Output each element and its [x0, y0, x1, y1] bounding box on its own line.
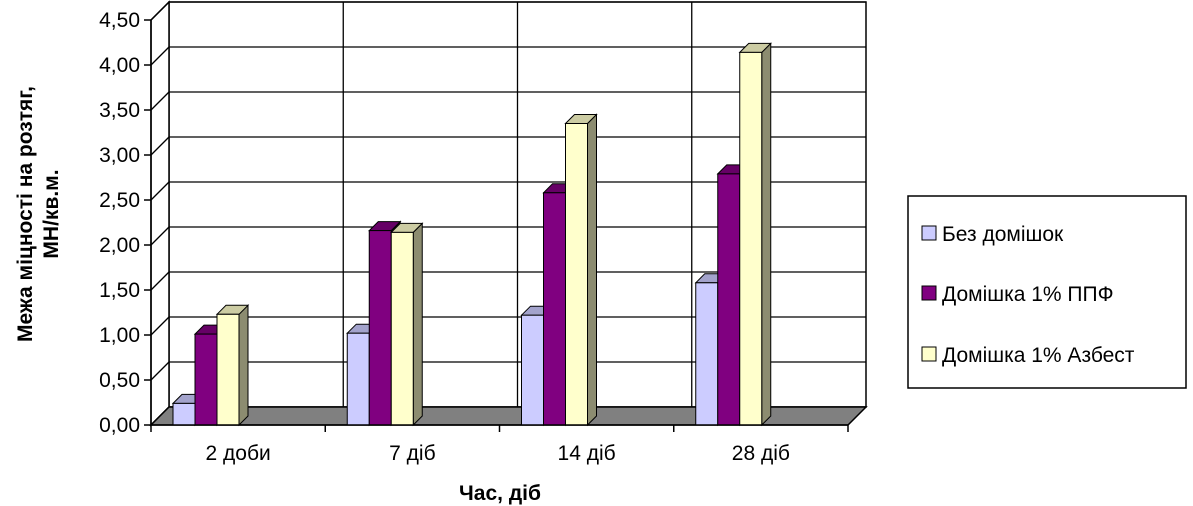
bar-front — [695, 282, 719, 426]
side-wall — [150, 0, 170, 427]
y-tick-label: 2,50 — [99, 189, 140, 212]
legend-label: Домішка 1% ППФ — [942, 283, 1114, 306]
bar-front — [172, 402, 196, 426]
bar-front — [565, 123, 588, 426]
legend-swatch — [921, 346, 937, 362]
y-tick-label: 1,50 — [99, 279, 140, 302]
bar-front — [346, 332, 370, 426]
y-tick-label: 4,00 — [99, 54, 140, 77]
bar — [215, 304, 250, 427]
bar-front — [717, 173, 741, 426]
gridline-side — [150, 271, 170, 291]
x-axis-title: Час, діб — [459, 482, 541, 505]
x-axis-ticks: 2 доби 7 діб 14 діб 28 діб — [150, 425, 849, 465]
y-tick-label: 1,00 — [99, 324, 140, 347]
gridline-side — [150, 181, 170, 201]
y-tick-label: 3,00 — [99, 144, 140, 167]
x-tick-label: 2 доби — [206, 442, 271, 465]
gridline-side — [150, 361, 170, 381]
bar — [390, 222, 424, 427]
y-tick-label: 0,00 — [99, 414, 140, 437]
legend-label: Домішка 1% Азбест — [942, 344, 1135, 367]
bar-front — [390, 231, 414, 426]
bar — [564, 113, 598, 427]
gridline-side — [150, 46, 170, 66]
bars — [171, 42, 772, 427]
legend-swatch — [921, 225, 937, 241]
x-tick-label: 28 діб — [732, 442, 790, 465]
legend-item: Без домішок — [921, 223, 1064, 246]
gridline-side — [150, 1, 170, 21]
gridline-side — [150, 91, 170, 111]
gridline-side — [150, 136, 170, 156]
bar-front — [194, 333, 218, 426]
bar-side — [761, 42, 772, 427]
bar-front — [216, 313, 240, 426]
bar-front — [521, 314, 544, 426]
bar-side — [238, 304, 249, 427]
y-axis-ticks: 0,00 0,50 1,00 1,50 2,00 2,50 3,00 3,50 4,00 4,50 — [99, 9, 151, 437]
legend-label: Без домішок — [942, 223, 1064, 246]
legend-item: Домішка 1% Азбест — [921, 344, 1135, 367]
x-tick-label: 7 діб — [389, 442, 435, 465]
y-tick-label: 4,50 — [99, 9, 140, 32]
legend-item: Домішка 1% ППФ — [921, 283, 1114, 306]
bar-side — [412, 222, 423, 427]
x-tick-label: 14 діб — [558, 442, 616, 465]
bar-front — [368, 230, 392, 426]
y-axis-title-line2: МН/кв.м. — [40, 169, 63, 258]
gridline-side — [150, 226, 170, 246]
legend: Без домішок Домішка 1% ППФ Домішка 1% Азбе… — [907, 195, 1187, 389]
bar — [738, 42, 772, 427]
legend-swatch — [921, 285, 937, 301]
y-axis-title-line1: Межа міцності на розтяг, — [14, 86, 37, 342]
bar-front — [543, 192, 566, 426]
bar-side — [587, 113, 597, 427]
y-tick-label: 2,00 — [99, 234, 140, 257]
gridline-side — [150, 316, 170, 336]
legend-box — [907, 195, 1187, 389]
y-tick-label: 0,50 — [99, 369, 140, 392]
y-tick-label: 3,50 — [99, 99, 140, 122]
bar-front — [739, 51, 763, 426]
